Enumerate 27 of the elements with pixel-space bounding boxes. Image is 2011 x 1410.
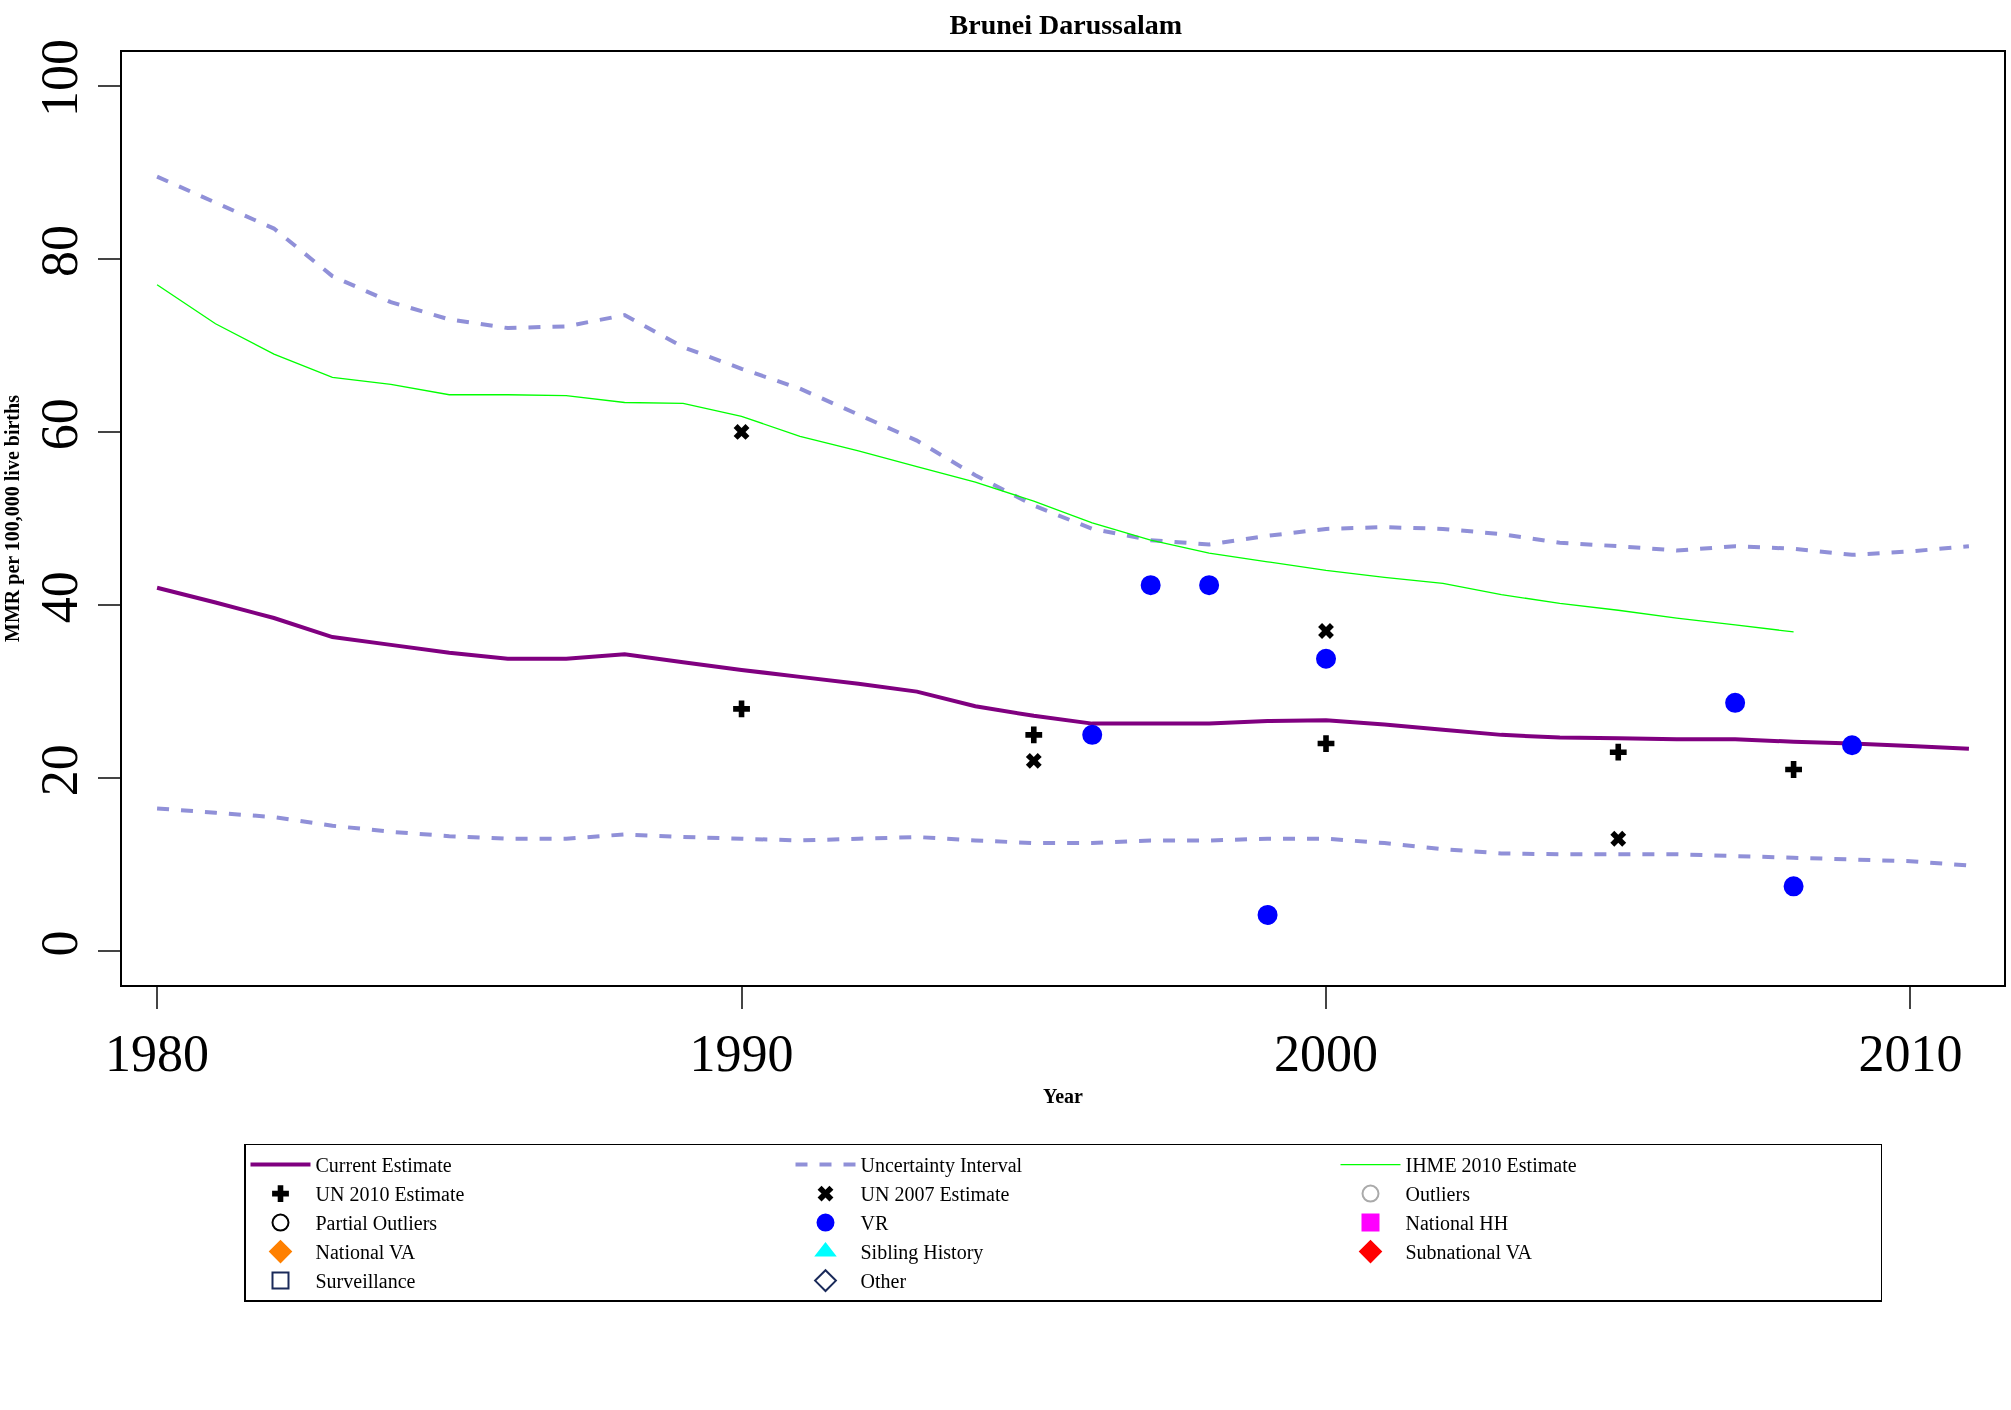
y-tick-label: 80 xyxy=(31,225,89,278)
legend-label: UN 2007 Estimate xyxy=(860,1183,1010,1206)
legend-label: Surveillance xyxy=(315,1270,416,1293)
y-axis-title: MMR per 100,000 live births xyxy=(1,394,25,642)
legend-label: National VA xyxy=(315,1241,416,1264)
legend-label: National HH xyxy=(1405,1212,1509,1235)
x-tick-label: 1980 xyxy=(105,1025,210,1083)
x-tick-label: 2000 xyxy=(1274,1025,1379,1083)
y-tick-label: 40 xyxy=(31,571,89,624)
y-tick-label: 60 xyxy=(31,398,89,451)
y-tick-label: 100 xyxy=(31,38,89,117)
legend-label: Other xyxy=(860,1270,907,1293)
legend-label: UN 2010 Estimate xyxy=(315,1183,465,1206)
legend-label: Outliers xyxy=(1405,1183,1471,1206)
legend-label: Partial Outliers xyxy=(315,1212,438,1235)
legend-label: Sibling History xyxy=(860,1241,984,1265)
chart-title: Brunei Darussalam xyxy=(949,8,1183,40)
legend-label: Uncertainty Interval xyxy=(860,1154,1023,1178)
y-tick-label: 0 xyxy=(31,930,89,957)
x-tick-label: 1990 xyxy=(689,1025,794,1083)
legend-label: Subnational VA xyxy=(1405,1241,1533,1264)
legend-label: IHME 2010 Estimate xyxy=(1405,1154,1577,1177)
legend-label: VR xyxy=(860,1212,889,1235)
x-tick-label: 2010 xyxy=(1858,1025,1963,1083)
y-tick-label: 20 xyxy=(31,744,89,797)
x-axis-title: Year xyxy=(1043,1085,1084,1108)
legend-label: Current Estimate xyxy=(315,1154,452,1177)
